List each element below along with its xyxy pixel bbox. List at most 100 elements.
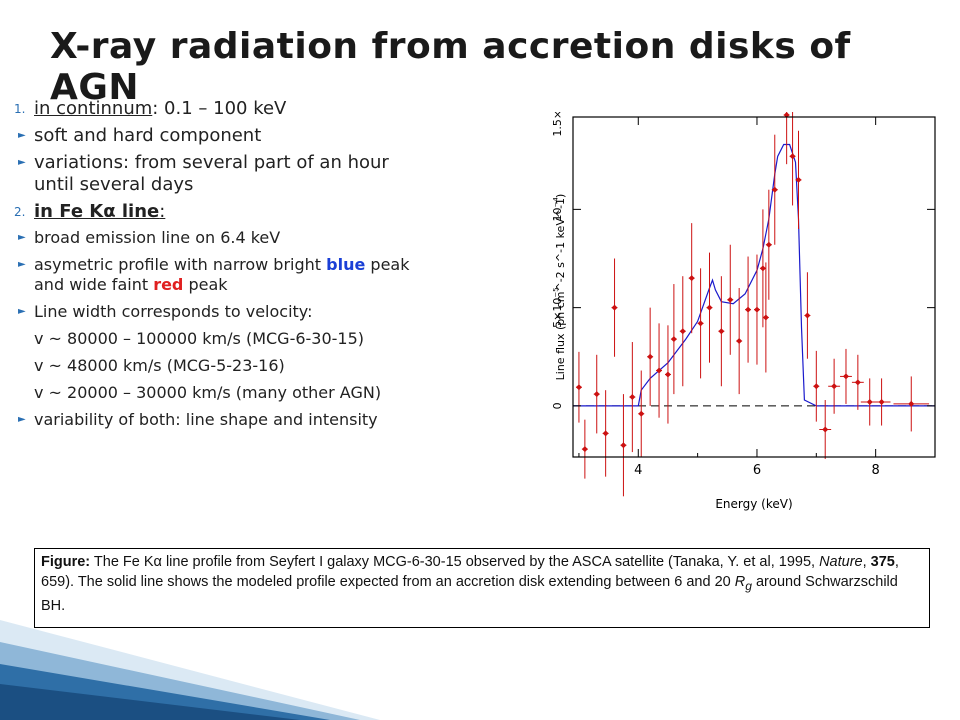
data-point [736, 287, 743, 395]
data-point [753, 254, 760, 365]
variations-text-line1: variations: from several part of an hour [34, 152, 389, 173]
data-marker [831, 383, 838, 390]
triangle-bullet-icon: ► [18, 414, 26, 425]
data-point [575, 351, 582, 423]
data-point [670, 284, 677, 395]
fe-line-label: in Fe Kα line [34, 201, 160, 222]
data-point [851, 354, 864, 410]
bullet-broad-emission: ► broad emission line on 6.4 keV [14, 228, 534, 248]
data-point [789, 112, 796, 206]
variations-text-line2: until several days [34, 174, 194, 195]
data-marker [762, 314, 769, 321]
bullet-number: 1. [14, 102, 26, 116]
data-point [656, 323, 663, 418]
data-point [581, 419, 588, 479]
triangle-bullet-icon: ► [18, 157, 26, 168]
data-point [593, 354, 600, 434]
data-point [620, 394, 627, 497]
data-marker [706, 304, 713, 311]
velocity-mcg-6-30-15: v ~ 80000 – 100000 km/s (MCG-6-30-15) [34, 329, 365, 348]
bullet-asymmetric: ► asymetric profile with narrow bright b… [14, 255, 534, 295]
caption-text-3: around Schwarzschild BH. [41, 574, 898, 614]
data-marker [745, 306, 752, 313]
data-marker [629, 394, 636, 401]
data-point [602, 390, 609, 477]
decorative-swoosh [0, 620, 380, 720]
data-marker [765, 241, 772, 248]
data-marker [789, 153, 796, 160]
data-point [813, 350, 820, 422]
slide-title: X-ray radiation from accretion disks of … [50, 26, 851, 108]
data-point [611, 258, 618, 357]
data-marker [759, 265, 766, 272]
data-point [629, 342, 636, 453]
caption-journal: Nature [819, 554, 863, 570]
data-marker [736, 338, 743, 345]
data-marker [727, 296, 734, 303]
data-marker [718, 328, 725, 335]
data-marker [771, 186, 778, 193]
variability-text: variability of both: line shape and inte… [34, 410, 378, 429]
data-point [688, 223, 695, 334]
data-marker [813, 383, 820, 390]
data-point [819, 400, 832, 459]
data-point [718, 276, 725, 387]
y-axis-label: Line flux (ph cm^-2 s^-1 keV^-1) [554, 194, 567, 381]
caption-text-2: , 659). The solid line shows the modeled… [41, 554, 899, 590]
data-point [647, 307, 654, 406]
y-tick-label: 0 [551, 402, 564, 409]
y-tick-label: 1.5×10⁻⁴ [551, 112, 564, 137]
fe-line-colon: : [159, 201, 166, 222]
caption-r-subscript: g [745, 578, 752, 593]
data-marker [908, 400, 915, 407]
data-point [828, 358, 841, 414]
data-marker [670, 336, 677, 343]
data-marker [854, 379, 861, 386]
y-tick-label: 5×10⁻⁵ [551, 287, 564, 327]
data-marker [581, 446, 588, 453]
data-marker [638, 410, 645, 417]
x-tick-label: 6 [753, 463, 761, 478]
data-point [638, 370, 645, 457]
bullet-list: 1. in continnum: 0.1 – 100 keV ► soft an… [14, 98, 534, 437]
data-marker [697, 320, 704, 327]
triangle-bullet-icon: ► [18, 130, 26, 141]
data-marker [753, 306, 760, 313]
bullet-soft-hard: ► soft and hard component [14, 125, 534, 147]
caption-volume: 375 [870, 554, 895, 570]
data-point [679, 276, 686, 387]
data-marker [593, 391, 600, 398]
data-point [765, 189, 772, 300]
bullet-fe-line: 2. in Fe Kα line: [14, 201, 534, 223]
y-tick-label: 10⁻⁴ [551, 197, 564, 222]
data-marker [611, 304, 618, 311]
data-point [795, 130, 802, 230]
broad-emission-text: broad emission line on 6.4 keV [34, 228, 281, 247]
data-point [771, 134, 778, 245]
data-point [893, 376, 930, 432]
data-point [664, 325, 671, 424]
caption-text-1: The Fe Kα line profile from Seyfert I ga… [90, 554, 820, 570]
bullet-variations: ► variations: from several part of an ho… [14, 152, 534, 196]
data-point [804, 272, 811, 359]
soft-hard-text: soft and hard component [34, 125, 262, 146]
asym-text-pre2: and wide faint [34, 275, 154, 294]
data-marker [664, 371, 671, 378]
bullet-number: 2. [14, 205, 26, 219]
x-axis-label: Energy (keV) [715, 497, 792, 511]
triangle-bullet-icon: ► [18, 259, 26, 270]
bullet-continuum: 1. in continnum: 0.1 – 100 keV [14, 98, 534, 120]
triangle-bullet-icon: ► [18, 306, 26, 317]
model-profile-line [573, 143, 935, 407]
data-point [697, 268, 704, 379]
data-point [783, 112, 790, 165]
data-marker [795, 176, 802, 183]
data-marker [804, 312, 811, 319]
caption-r: R [734, 574, 746, 590]
data-marker [822, 426, 829, 433]
data-point [872, 378, 891, 426]
data-marker [688, 275, 695, 282]
continuum-label: in continnum [34, 98, 153, 119]
data-marker [842, 373, 849, 380]
asym-blue-word: blue [326, 255, 366, 274]
